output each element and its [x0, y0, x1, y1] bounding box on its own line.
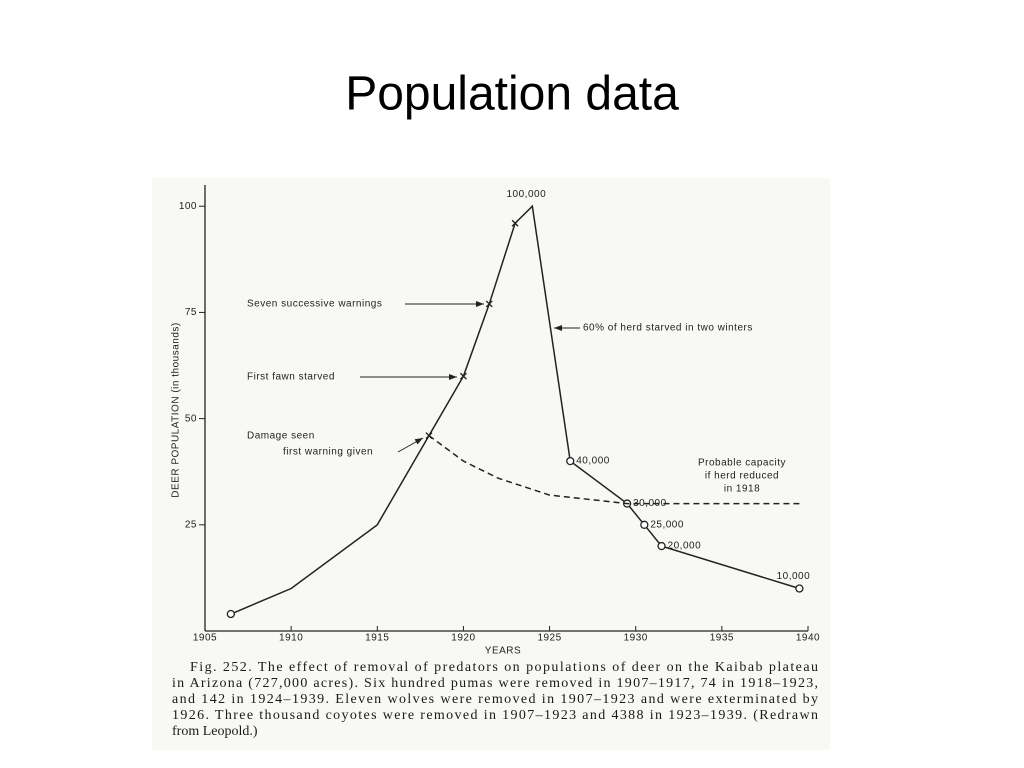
annotation-arrows	[360, 301, 580, 453]
caption-line: 1926. Three thousand coyotes were remove…	[172, 708, 818, 723]
y-tick-label: 75	[185, 307, 197, 318]
x-tick-label: 1915	[365, 633, 389, 644]
data-label: 100,000	[507, 189, 547, 200]
x-axis-label: YEARS	[485, 646, 521, 657]
annotation: in 1918	[724, 484, 760, 495]
annotation: Probable capacity	[698, 458, 786, 469]
point-marker	[657, 541, 666, 551]
data-label: 25,000	[650, 519, 684, 530]
caption-line: from Leopold.)	[172, 724, 258, 739]
slide-title: Population data	[345, 68, 679, 121]
x-tick-label: 1910	[279, 633, 303, 644]
y-axis-label: DEER POPULATION (in thousands)	[171, 322, 182, 497]
point-marker	[640, 520, 649, 529]
point-marker	[226, 609, 235, 619]
x-tick-label: 1925	[537, 633, 561, 644]
point-marker	[795, 584, 804, 593]
y-tick-label: 50	[185, 413, 197, 424]
annotation: 60% of herd starved in two winters	[583, 323, 753, 334]
x-tick-label: 1905	[193, 633, 217, 644]
data-label: 20,000	[668, 541, 702, 552]
point-marker	[566, 456, 575, 466]
data-label: 10,000	[777, 571, 811, 582]
x-tick-label: 1940	[796, 633, 820, 644]
point-marker	[485, 300, 493, 308]
series-line	[428, 435, 800, 505]
annotation: if herd reduced	[705, 471, 779, 482]
caption-line: in Arizona (727,000 acres). Six hundred …	[172, 676, 818, 691]
point-marker	[459, 372, 467, 380]
annotation: Damage seen	[247, 431, 315, 442]
annotation: First fawn starved	[247, 372, 335, 383]
x-tick-label: 1930	[624, 633, 648, 644]
annotation: Seven successive warnings	[247, 299, 382, 310]
figure-background	[152, 178, 830, 750]
caption-line: and 142 in 1924–1939. Eleven wolves were…	[172, 692, 818, 707]
y-tick-label: 100	[179, 201, 197, 212]
arrow	[397, 437, 424, 453]
point-marker	[511, 219, 519, 227]
x-tick-label: 1920	[451, 633, 475, 644]
y-tick-label: 25	[185, 519, 197, 530]
data-label: 30,000	[633, 498, 667, 509]
data-label: 40,000	[576, 456, 610, 467]
x-tick-label: 1935	[710, 633, 734, 644]
caption-line: Fig. 252. The effect of removal of preda…	[190, 660, 818, 675]
annotation: first warning given	[283, 447, 373, 458]
